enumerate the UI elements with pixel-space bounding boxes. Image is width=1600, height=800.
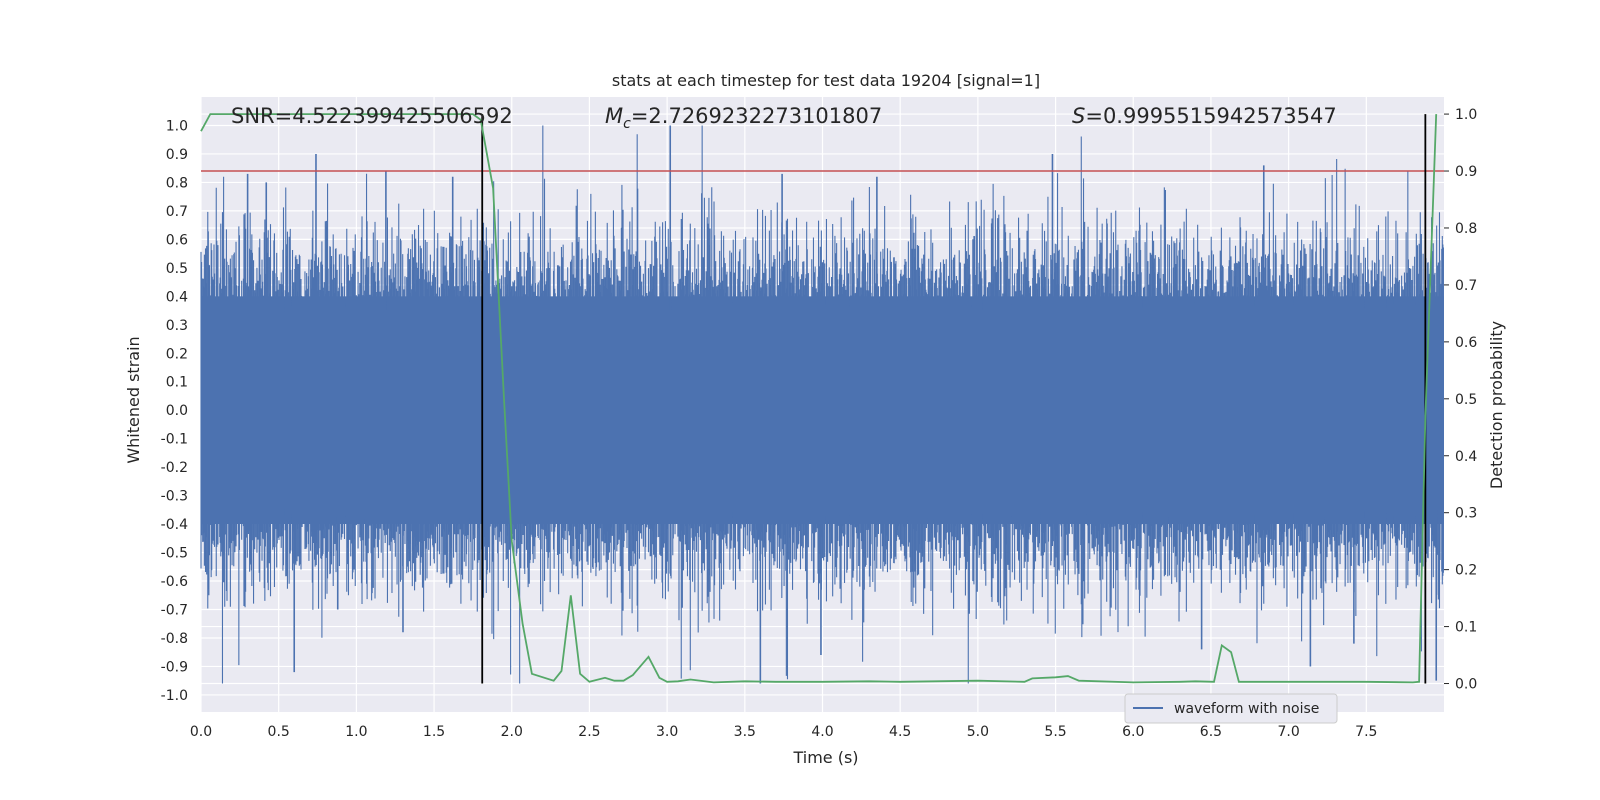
x-tick-label: 1.0: [345, 724, 367, 740]
x-tick-label: 7.0: [1277, 724, 1299, 740]
y-right-axis-ticks: 1.0 0.9 0.8 0.7 0.6 0.5 0.4 0.3 0.2 0.1 0.0: [1444, 107, 1477, 693]
x-tick-label: 3.5: [734, 724, 756, 740]
y-right-tick-label: 0.6: [1455, 335, 1477, 351]
detection-probability-line: [200, 113, 1438, 684]
s-symbol: S: [1072, 104, 1085, 128]
y-left-tick-label: 0.3: [166, 318, 188, 334]
x-tick-label: 6.0: [1122, 724, 1144, 740]
y-left-tick-label: -0.7: [161, 603, 188, 619]
y-right-tick-label: 0.8: [1455, 221, 1477, 237]
y-left-tick-label: -0.1: [161, 432, 188, 448]
y-left-tick-label: 1.0: [166, 118, 188, 134]
y-left-tick-label: 0.0: [166, 403, 188, 419]
y-left-tick-label: 0.8: [166, 175, 188, 191]
legend-label: waveform with noise: [1174, 701, 1319, 717]
x-tick-label: 2.5: [578, 724, 600, 740]
y-left-tick-label: -0.2: [161, 460, 188, 476]
y-left-tick-label: 0.1: [166, 375, 188, 391]
mc-subscript: c: [623, 116, 631, 132]
y-left-tick-label: -1.0: [161, 688, 188, 704]
x-tick-label: 7.5: [1355, 724, 1377, 740]
snr-annotation: SNR=4.522399425506592: [231, 104, 513, 128]
y-left-tick-label: 0.7: [166, 204, 188, 220]
y-left-tick-label: 0.4: [166, 289, 188, 305]
y-right-tick-label: 0.3: [1455, 506, 1477, 522]
mc-symbol: M: [605, 104, 623, 128]
x-tick-label: 5.0: [967, 724, 989, 740]
s-annotation: S=0.9995515942573547: [1072, 104, 1337, 128]
y-right-tick-label: 0.4: [1455, 449, 1477, 465]
x-tick-label: 4.5: [889, 724, 911, 740]
y-left-tick-label: -0.3: [161, 489, 188, 505]
y-left-tick-label: 0.5: [166, 261, 188, 277]
chart-title: stats at each timestep for test data 192…: [612, 71, 1040, 90]
y-left-tick-label: 0.9: [166, 147, 188, 163]
y-left-axis-ticks: 1.0 0.9 0.8 0.7 0.6 0.5 0.4 0.3 0.2 0.1 0.0 -0.1 -0.…: [161, 118, 188, 703]
y-right-tick-label: 1.0: [1455, 107, 1477, 123]
legend-box: [1124, 693, 1338, 724]
x-tick-label: 0.5: [268, 724, 290, 740]
y-left-tick-label: -0.9: [161, 659, 188, 675]
waveform-series: [200, 125, 1444, 684]
y-left-tick-label: 0.6: [166, 232, 188, 248]
x-tick-label: 6.5: [1200, 724, 1222, 740]
mc-annotation: Mc=2.7269232273101807: [605, 104, 882, 132]
x-tick-label: 5.5: [1044, 724, 1066, 740]
x-tick-label: 1.5: [423, 724, 445, 740]
x-tick-label: 2.0: [501, 724, 523, 740]
y-right-tick-label: 0.9: [1455, 164, 1477, 180]
y-left-tick-label: -0.8: [161, 631, 188, 647]
x-axis-label: Time (s): [792, 748, 858, 767]
y-right-axis-label: Detection probability: [1487, 321, 1506, 489]
waveform-noise-trace: [200, 125, 1444, 684]
mc-value: =2.7269232273101807: [631, 104, 882, 128]
y-left-tick-label: -0.6: [161, 574, 188, 590]
x-axis-ticks: 0.0 0.5 1.0 1.5 2.0 2.5 3.0 3.5 4.0 4.5 5.0 5.5 6.0 6…: [190, 724, 1378, 740]
legend: waveform with noise: [1124, 693, 1338, 724]
y-right-tick-label: 0.5: [1455, 392, 1477, 408]
y-left-tick-label: -0.5: [161, 546, 188, 562]
y-right-tick-label: 0.7: [1455, 278, 1477, 294]
x-tick-label: 4.0: [811, 724, 833, 740]
y-right-tick-label: 0.2: [1455, 563, 1477, 579]
y-left-axis-label: Whitened strain: [124, 336, 143, 463]
s-value: =0.9995515942573547: [1085, 104, 1336, 128]
x-tick-label: 3.0: [656, 724, 678, 740]
x-tick-label: 0.0: [190, 724, 212, 740]
y-left-tick-label: -0.4: [161, 517, 188, 533]
y-right-tick-label: 0.0: [1455, 677, 1477, 693]
y-right-tick-label: 0.1: [1455, 620, 1477, 636]
y-left-tick-label: 0.2: [166, 346, 188, 362]
